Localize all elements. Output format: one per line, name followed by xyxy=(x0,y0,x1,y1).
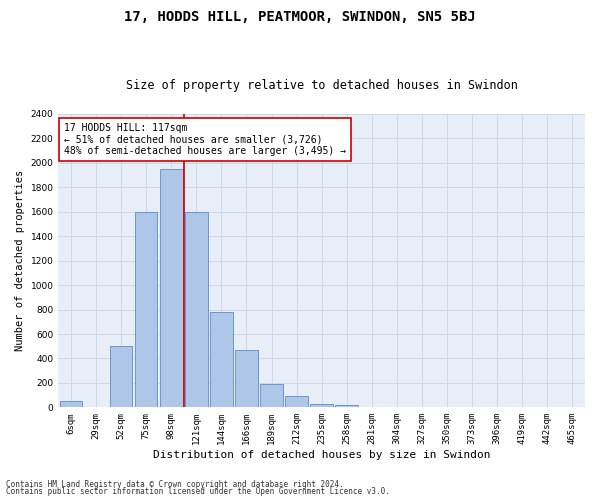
Text: Contains public sector information licensed under the Open Government Licence v3: Contains public sector information licen… xyxy=(6,487,390,496)
Bar xyxy=(59,401,82,407)
Bar xyxy=(335,405,358,407)
Bar xyxy=(135,212,157,408)
Title: Size of property relative to detached houses in Swindon: Size of property relative to detached ho… xyxy=(126,79,518,92)
Y-axis label: Number of detached properties: Number of detached properties xyxy=(15,170,25,352)
Bar xyxy=(310,404,333,407)
Bar xyxy=(160,169,182,408)
X-axis label: Distribution of detached houses by size in Swindon: Distribution of detached houses by size … xyxy=(153,450,490,460)
Bar xyxy=(235,350,258,408)
Bar xyxy=(286,396,308,407)
Bar xyxy=(260,384,283,407)
Text: 17, HODDS HILL, PEATMOOR, SWINDON, SN5 5BJ: 17, HODDS HILL, PEATMOOR, SWINDON, SN5 5… xyxy=(124,10,476,24)
Text: 17 HODDS HILL: 117sqm
← 51% of detached houses are smaller (3,726)
48% of semi-d: 17 HODDS HILL: 117sqm ← 51% of detached … xyxy=(64,123,346,156)
Bar xyxy=(110,346,133,408)
Bar xyxy=(210,312,233,408)
Bar xyxy=(185,212,208,408)
Text: Contains HM Land Registry data © Crown copyright and database right 2024.: Contains HM Land Registry data © Crown c… xyxy=(6,480,344,489)
